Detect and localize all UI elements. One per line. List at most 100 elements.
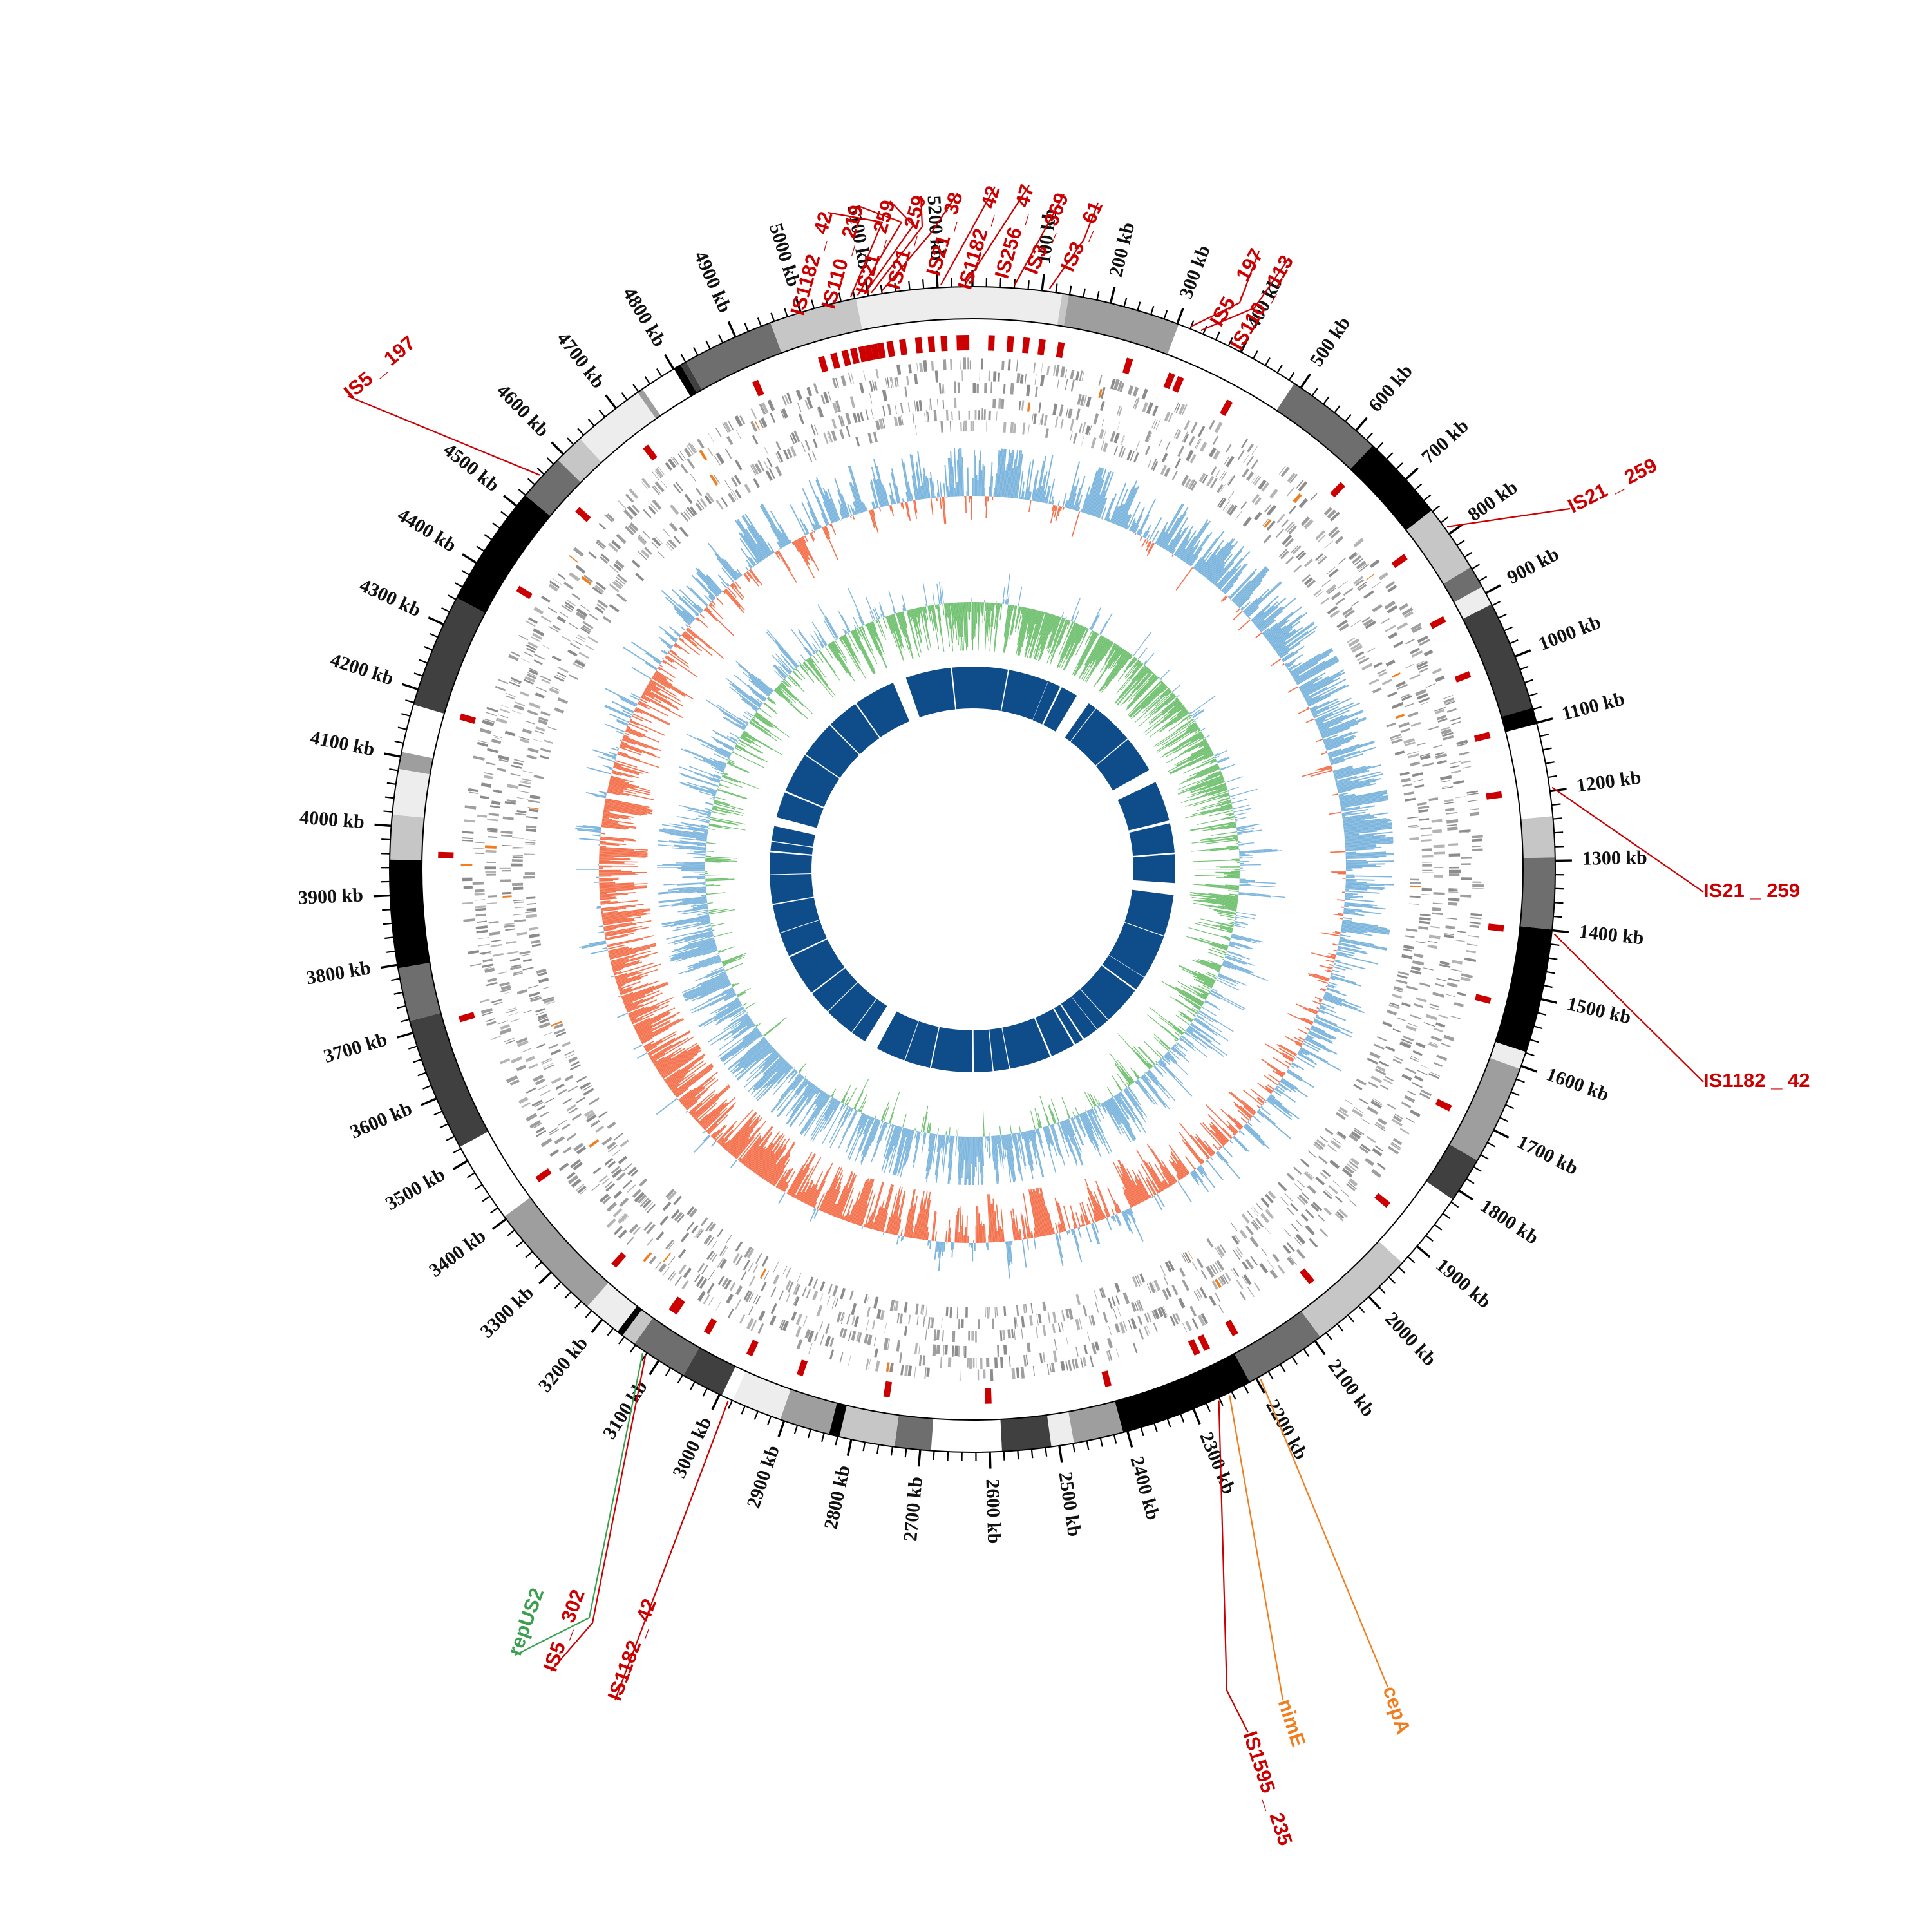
histogram-bar <box>1151 1197 1153 1198</box>
karyotype-band <box>674 365 697 397</box>
cds-block <box>1410 882 1421 884</box>
cds-block <box>734 1299 742 1310</box>
histogram-bar <box>764 1164 777 1181</box>
histogram-bar <box>606 943 608 945</box>
cds-block <box>924 1367 927 1379</box>
histogram-bar <box>1099 652 1128 692</box>
histogram-bar <box>1321 1002 1334 1009</box>
cds-block <box>1405 1067 1417 1074</box>
histogram-bar <box>737 518 765 560</box>
cds-block <box>513 971 523 974</box>
histogram-bar <box>1018 606 1021 619</box>
histogram-bar <box>1033 611 1042 639</box>
histogram-bar <box>1010 1210 1015 1241</box>
cds-block <box>646 1204 656 1214</box>
histogram-bar <box>1214 978 1217 980</box>
histogram-bar <box>1261 1106 1264 1108</box>
cds-block <box>491 739 502 744</box>
histogram-bar <box>1287 1012 1312 1025</box>
histogram-bar <box>684 1079 719 1108</box>
histogram-bar <box>1018 1231 1021 1240</box>
histogram-bar <box>615 972 638 980</box>
histogram-bar <box>806 1171 824 1205</box>
cds-block <box>591 1120 600 1128</box>
histogram-bar <box>699 1099 728 1126</box>
histogram-bar <box>874 1206 882 1231</box>
cds-block <box>1338 1208 1348 1218</box>
cds-block <box>1135 1275 1141 1287</box>
histogram-bar <box>994 603 996 605</box>
minor-tick <box>518 489 526 496</box>
histogram-bar <box>703 1134 710 1142</box>
cds-block <box>1181 475 1189 486</box>
cds-block <box>1046 366 1050 375</box>
histogram-bar <box>697 1114 708 1124</box>
karyotype-band <box>390 814 424 860</box>
cds-block <box>1037 1314 1042 1324</box>
is-element-marker <box>438 851 454 859</box>
cds-block <box>612 1149 621 1157</box>
histogram-bar <box>1276 630 1309 654</box>
histogram-bar <box>1325 735 1356 748</box>
histogram-bar <box>748 1147 764 1169</box>
histogram-bar <box>852 508 856 515</box>
histogram-bar <box>800 536 820 572</box>
cds-block <box>1421 839 1432 842</box>
cds-block <box>1421 887 1432 891</box>
histogram-bar <box>1286 663 1294 668</box>
cds-block <box>562 636 572 642</box>
histogram-bar <box>1165 725 1198 747</box>
histogram-bar <box>620 739 622 741</box>
cds-block <box>755 1253 762 1264</box>
cds-block <box>1434 875 1443 878</box>
histogram-bar <box>1214 750 1227 757</box>
cds-block <box>1090 437 1097 449</box>
histogram-bar <box>630 695 640 701</box>
histogram-bar <box>1207 951 1225 959</box>
histogram-bar <box>852 1178 869 1224</box>
histogram-bar <box>1281 1079 1309 1098</box>
histogram-bar <box>1269 621 1300 645</box>
is-element-marker <box>883 1381 893 1397</box>
histogram-bar <box>1166 740 1208 764</box>
cds-block <box>707 1236 714 1247</box>
cds-block <box>1179 1267 1186 1277</box>
cds-block <box>931 361 934 371</box>
cds-block <box>1197 1289 1202 1298</box>
cds-block <box>567 649 578 657</box>
cds-block <box>551 1021 562 1027</box>
cds-block <box>739 415 746 425</box>
histogram-bar <box>900 1229 903 1236</box>
cds-block <box>540 1057 552 1064</box>
histogram-bar <box>1037 455 1046 502</box>
histogram-bar <box>1004 605 1012 653</box>
cds-block <box>813 1278 819 1289</box>
histogram-bar <box>1100 652 1129 692</box>
histogram-bar <box>961 1215 963 1243</box>
histogram-bar <box>1025 487 1029 500</box>
histogram-bar <box>768 1143 795 1184</box>
histogram-bar <box>1204 744 1209 748</box>
histogram-bar <box>1341 923 1390 933</box>
histogram-bar <box>1257 1083 1272 1094</box>
histogram-bar <box>1032 1191 1041 1237</box>
cds-block <box>978 1319 980 1330</box>
histogram-bar <box>599 880 613 882</box>
cds-block <box>1144 430 1152 442</box>
histogram-bar <box>850 482 862 513</box>
histogram-bar <box>1342 812 1388 820</box>
cds-block <box>1409 674 1421 681</box>
cds-block <box>1095 1302 1099 1313</box>
cds-block <box>1348 552 1358 560</box>
histogram-bar <box>1118 487 1136 526</box>
histogram-bar <box>1141 1164 1159 1194</box>
histogram-bar <box>631 715 644 722</box>
histogram-bar <box>661 639 672 649</box>
cds-block <box>1401 1101 1412 1108</box>
histogram-bar <box>668 1074 687 1088</box>
cds-block <box>1469 925 1479 929</box>
histogram-bar <box>1200 835 1238 841</box>
histogram-bar <box>767 542 775 553</box>
histogram-bar <box>634 710 639 714</box>
